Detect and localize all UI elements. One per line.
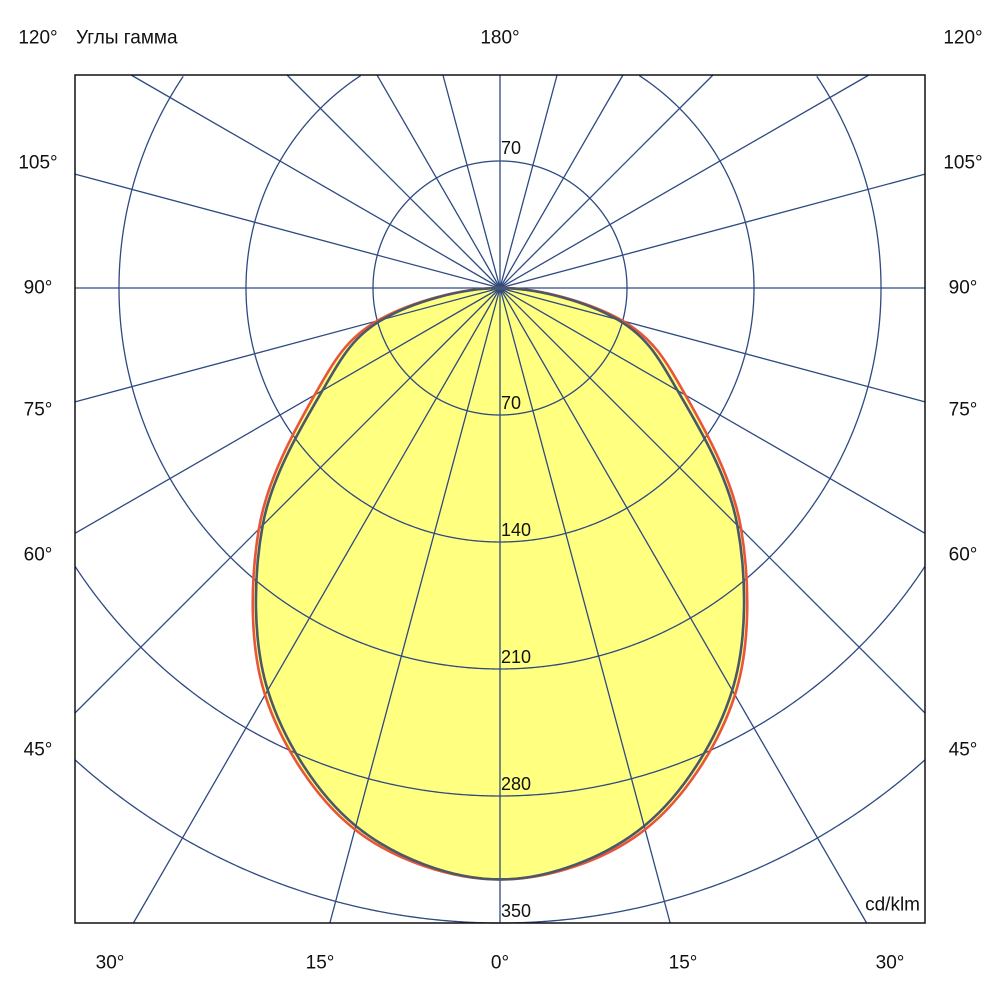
ring-label: 140 <box>501 520 532 540</box>
grid-spoke <box>130 74 501 289</box>
grid-spoke <box>499 287 671 924</box>
distribution-curve-2 <box>254 286 746 881</box>
angle-label: 120° <box>943 27 983 49</box>
grid-spoke <box>74 287 501 534</box>
grid-spoke <box>74 287 501 403</box>
grid-spoke <box>376 74 501 289</box>
grid-spoke <box>499 74 624 289</box>
chart-title: Углы гамма <box>76 27 178 49</box>
grid-spoke <box>499 287 926 714</box>
grid-ring <box>118 75 882 670</box>
ring-label: 350 <box>501 901 532 921</box>
angle-label: 105° <box>943 152 983 174</box>
angle-label: 45° <box>948 739 978 761</box>
angle-label: 90° <box>23 277 53 299</box>
grid-spoke <box>499 74 714 289</box>
plot-frame <box>74 74 926 924</box>
grid-spoke <box>74 173 501 289</box>
angle-label: 15° <box>305 952 335 974</box>
grid-spoke <box>74 287 501 714</box>
grid-spoke <box>329 287 501 924</box>
grid-spoke <box>132 287 501 924</box>
grid-ring <box>245 75 755 543</box>
angle-label: 60° <box>948 544 978 566</box>
angle-label: 0° <box>490 952 510 974</box>
angle-label: 15° <box>668 952 698 974</box>
angle-label: 75° <box>948 399 978 421</box>
unit-label: cd/klm <box>865 894 920 916</box>
angle-label: 45° <box>23 739 53 761</box>
angle-label: 90° <box>948 277 978 299</box>
grid-spoke <box>499 74 870 289</box>
angle-label: 105° <box>18 152 58 174</box>
angle-label: 30° <box>875 952 905 974</box>
grid-spoke <box>499 74 558 289</box>
angle-label: 60° <box>23 544 53 566</box>
angle-label: 30° <box>95 952 125 974</box>
ring-label: 280 <box>501 774 532 794</box>
grid-spoke <box>442 74 501 289</box>
angle-label: 180° <box>480 27 520 49</box>
grid-spoke <box>499 287 926 534</box>
ring-label: 210 <box>501 647 532 667</box>
angle-label: 75° <box>23 399 53 421</box>
angle-label: 120° <box>18 27 58 49</box>
grid-spoke <box>499 173 926 289</box>
grid-spoke <box>286 74 501 289</box>
grid-spoke <box>499 287 868 924</box>
ring-label: 70 <box>501 393 522 413</box>
ring-label: 70 <box>501 138 522 158</box>
grid-spoke <box>499 287 926 403</box>
